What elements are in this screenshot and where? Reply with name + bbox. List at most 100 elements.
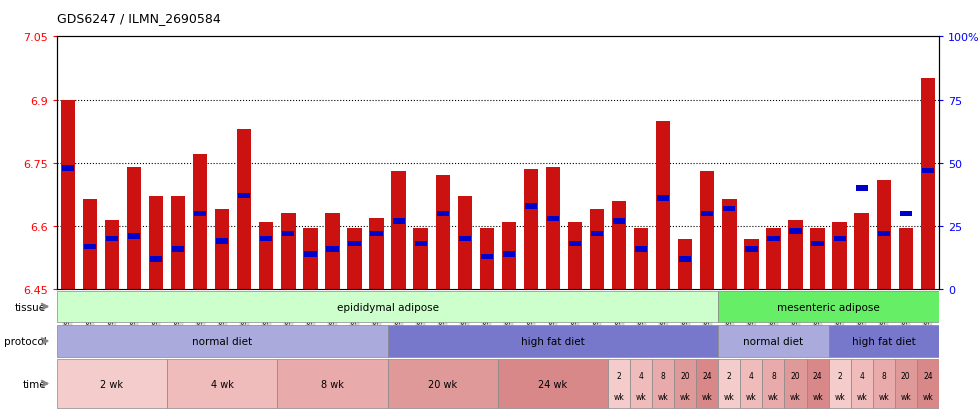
Bar [696, 359, 718, 408]
Bar [62, 166, 74, 171]
Bar [547, 216, 559, 222]
Text: wk: wk [790, 392, 801, 401]
Bar [282, 231, 294, 237]
Text: 8: 8 [881, 372, 886, 380]
Text: wk: wk [746, 392, 757, 401]
Text: 20: 20 [680, 372, 690, 380]
Bar [261, 236, 272, 242]
Bar [834, 236, 846, 242]
Bar [723, 206, 735, 211]
Text: 4: 4 [749, 372, 754, 380]
Bar [807, 359, 828, 408]
Bar [106, 236, 118, 242]
Bar [590, 210, 605, 290]
Bar [57, 359, 167, 408]
Bar [171, 197, 185, 290]
Bar [790, 229, 802, 234]
Bar [259, 222, 273, 290]
Text: wk: wk [680, 392, 691, 401]
Bar [810, 228, 825, 290]
Bar [349, 241, 361, 247]
Text: wk: wk [658, 392, 668, 401]
Text: time: time [23, 379, 46, 389]
Text: 4: 4 [639, 372, 644, 380]
Bar [612, 201, 626, 290]
Text: 2: 2 [616, 372, 621, 380]
Bar [591, 231, 603, 237]
Bar [370, 231, 382, 237]
Bar [608, 359, 630, 408]
Bar [678, 239, 693, 290]
Bar [718, 359, 740, 408]
Bar [172, 247, 184, 252]
Text: 2: 2 [837, 372, 842, 380]
Bar [700, 172, 714, 290]
Text: epididymal adipose: epididymal adipose [336, 302, 439, 312]
Bar [523, 170, 538, 290]
Bar [899, 228, 913, 290]
Bar [855, 214, 869, 290]
Bar [634, 228, 649, 290]
Bar [876, 180, 891, 290]
Bar [459, 236, 470, 242]
Text: normal diet: normal diet [744, 336, 804, 346]
Text: 2: 2 [727, 372, 732, 380]
Bar [325, 214, 340, 290]
Bar [281, 214, 296, 290]
Bar [702, 211, 713, 216]
Bar [766, 228, 781, 290]
Bar [746, 247, 758, 252]
Bar [369, 218, 384, 290]
Text: 4 wk: 4 wk [211, 379, 233, 389]
Bar [762, 359, 784, 408]
Text: 8: 8 [771, 372, 776, 380]
Bar [193, 155, 208, 290]
Bar [215, 210, 229, 290]
Bar [635, 247, 647, 252]
Bar [900, 211, 911, 216]
Bar [851, 359, 872, 408]
Bar [718, 291, 939, 322]
Text: 8: 8 [661, 372, 665, 380]
Text: wk: wk [878, 392, 889, 401]
Text: 20: 20 [901, 372, 910, 380]
Bar [479, 228, 494, 290]
Bar [878, 231, 890, 237]
Bar [917, 359, 939, 408]
Text: protocol: protocol [4, 336, 46, 346]
Bar [150, 256, 162, 262]
Text: 24: 24 [923, 372, 933, 380]
Bar [238, 193, 250, 199]
Bar [656, 121, 670, 290]
Bar [387, 326, 718, 357]
Bar [237, 130, 252, 290]
Bar [481, 254, 493, 259]
Text: 24: 24 [812, 372, 822, 380]
Text: 4: 4 [859, 372, 864, 380]
Text: wk: wk [768, 392, 779, 401]
Text: wk: wk [922, 392, 933, 401]
Bar [767, 236, 779, 242]
Bar [674, 359, 696, 408]
Bar [347, 228, 362, 290]
Bar [217, 239, 228, 244]
Text: high fat diet: high fat diet [852, 336, 915, 346]
Bar [718, 326, 828, 357]
Bar [105, 220, 120, 290]
Text: wk: wk [834, 392, 845, 401]
Text: 2 wk: 2 wk [101, 379, 123, 389]
Bar [498, 359, 608, 408]
Bar [277, 359, 387, 408]
Bar [167, 359, 277, 408]
Bar [740, 359, 762, 408]
Text: wk: wk [724, 392, 735, 401]
Bar [653, 359, 674, 408]
Text: 20 wk: 20 wk [428, 379, 458, 389]
Text: wk: wk [857, 392, 867, 401]
Bar [658, 196, 669, 202]
Bar [194, 211, 206, 216]
Bar [784, 359, 807, 408]
Bar [61, 100, 75, 290]
Text: wk: wk [901, 392, 911, 401]
Bar [613, 218, 625, 224]
